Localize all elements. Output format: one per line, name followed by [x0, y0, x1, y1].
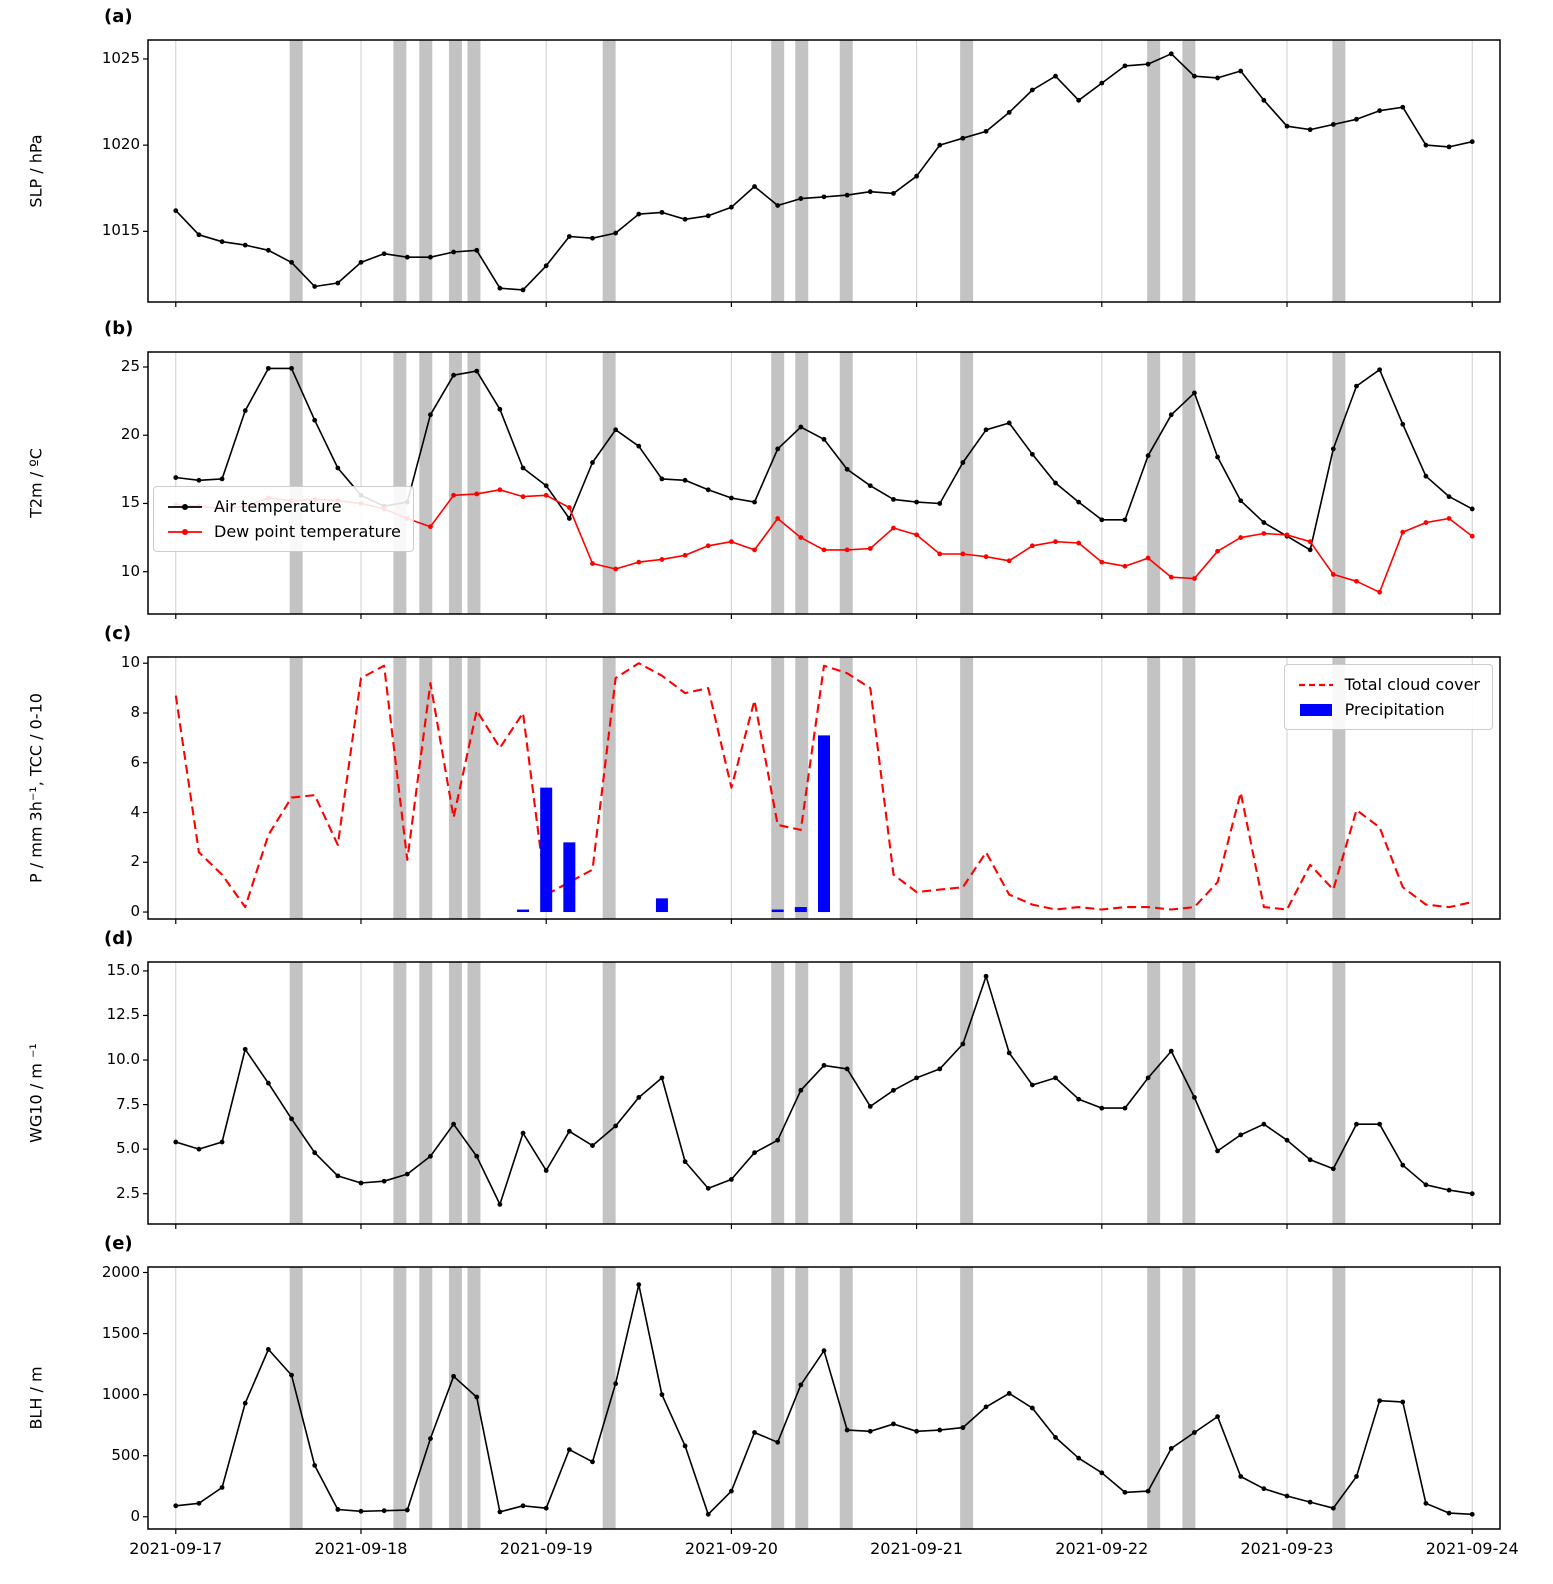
- x-tick-label: 2021-09-19: [499, 1539, 593, 1558]
- y-tick-label: 0: [130, 1506, 140, 1525]
- panel-a-tag: (a): [104, 6, 133, 27]
- y-tick-label: 10: [120, 561, 140, 580]
- y-tick-label: 10: [120, 653, 140, 672]
- blh-axis-label: BLH / m: [26, 1366, 46, 1430]
- panel-temperature: (b) T2m / ºC Air temperature Dew point t…: [27, 318, 1501, 619]
- panel-d-tag: (d): [104, 928, 134, 949]
- legend-item-dew-point: Dew point temperature: [166, 519, 401, 544]
- y-tick-label: 2000: [101, 1262, 140, 1281]
- x-tick-label: 2021-09-18: [314, 1539, 408, 1558]
- y-tick-label: 10.0: [106, 1050, 140, 1069]
- x-tick-label: 2021-09-17: [129, 1539, 223, 1558]
- panel-c-tag: (c): [104, 623, 132, 644]
- wind-gust-axis-label: WG10 / m ⁻¹: [26, 1043, 46, 1143]
- air-temperature-line-swatch: [168, 503, 202, 510]
- y-tick-label: 5.0: [116, 1139, 140, 1158]
- dew-point-line-swatch: [168, 528, 202, 535]
- cloud-cover-dashed-line-swatch: [1298, 683, 1333, 686]
- plot-area-temperature: [143, 351, 1501, 619]
- legend-item-precipitation: Precipitation: [1297, 697, 1480, 722]
- cloud-precip-axis-label: P / mm 3h⁻¹, TCC / 0-10: [26, 693, 46, 883]
- y-tick-label: 6: [130, 752, 140, 771]
- panel-slp: (a) SLP / hPa 1015 1020 1025: [27, 6, 1501, 307]
- legend-item-total-cloud-cover: Total cloud cover: [1297, 672, 1480, 697]
- panel-boundary-layer-height: (e) BLH / m 0 500 1000 1500 2000: [27, 1233, 1501, 1534]
- legend-item-air-temperature: Air temperature: [166, 494, 401, 519]
- y-tick-label: 15: [120, 493, 140, 512]
- y-tick-label: 8: [130, 702, 140, 721]
- temperature-legend: Air temperature Dew point temperature: [153, 486, 414, 552]
- x-tick-label: 2021-09-24: [1425, 1539, 1519, 1558]
- x-tick-label: 2021-09-21: [870, 1539, 964, 1558]
- temperature-axis-label: T2m / ºC: [26, 448, 46, 518]
- x-tick-label: 2021-09-20: [684, 1539, 778, 1558]
- x-tick-label: 2021-09-22: [1055, 1539, 1149, 1558]
- legend-label-dew-point: Dew point temperature: [214, 522, 401, 541]
- plot-area-slp: [143, 39, 1501, 307]
- y-tick-label: 4: [130, 802, 140, 821]
- y-tick-label: 500: [111, 1445, 140, 1464]
- legend-label-total-cloud-cover: Total cloud cover: [1344, 675, 1480, 694]
- precipitation-bar-swatch: [1299, 703, 1332, 716]
- plot-area-wind-gust: [143, 961, 1501, 1229]
- y-tick-label: 1025: [101, 48, 140, 67]
- panel-cloud-precip: (c) P / mm 3h⁻¹, TCC / 0-10 Total cloud …: [27, 623, 1501, 924]
- panel-wind-gust: (d) WG10 / m ⁻¹ 2.5 5.0 7.5 10.0 12.5 15.0: [27, 928, 1501, 1229]
- y-tick-label: 2: [130, 852, 140, 871]
- y-tick-label: 25: [120, 357, 140, 375]
- panel-b-tag: (b): [104, 318, 134, 339]
- y-tick-label: 15.0: [106, 960, 140, 979]
- cloud-precip-legend: Total cloud cover Precipitation: [1283, 664, 1493, 730]
- legend-label-air-temperature: Air temperature: [214, 497, 342, 516]
- legend-label-precipitation: Precipitation: [1344, 700, 1445, 719]
- panel-e-tag: (e): [104, 1233, 133, 1254]
- y-tick-label: 1000: [101, 1384, 140, 1403]
- y-tick-label: 0: [130, 902, 140, 921]
- plot-area-blh: [143, 1266, 1501, 1534]
- x-tick-label: 2021-09-23: [1240, 1539, 1334, 1558]
- y-tick-label: 12.5: [106, 1005, 140, 1024]
- y-tick-label: 20: [120, 425, 140, 444]
- y-tick-label: 1500: [101, 1323, 140, 1342]
- slp-axis-label: SLP / hPa: [26, 134, 46, 208]
- plot-area-cloud-precip: [143, 656, 1501, 924]
- y-tick-label: 1015: [101, 221, 140, 240]
- y-tick-label: 2.5: [116, 1183, 140, 1202]
- y-tick-label: 1020: [101, 135, 140, 154]
- y-tick-label: 7.5: [116, 1094, 140, 1113]
